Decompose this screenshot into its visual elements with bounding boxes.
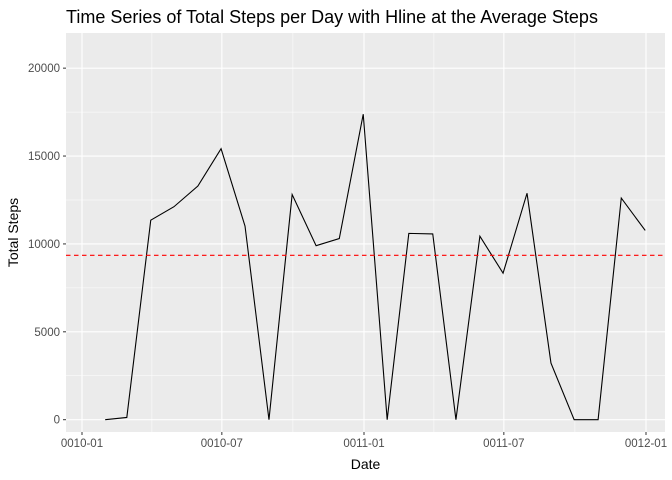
x-tick-label: 0010-01 <box>61 438 103 450</box>
steps-series-line <box>105 114 646 421</box>
x-tick-label: 0011-07 <box>483 438 524 450</box>
major-gridlines <box>66 33 665 432</box>
minor-gridlines <box>66 33 665 432</box>
x-axis: 0010-01 0010-07 0011-01 0011-07 0012-01 <box>61 432 667 450</box>
plot-panel <box>66 33 665 432</box>
x-tick-label: 0012-01 <box>625 438 667 450</box>
y-axis: 0 5000 10000 15000 20000 <box>28 63 66 427</box>
x-axis-title: Date <box>351 456 381 472</box>
y-tick-label: 15000 <box>28 151 60 163</box>
x-tick-label: 0010-07 <box>201 438 243 450</box>
y-tick-label: 10000 <box>28 239 60 251</box>
chart-title: Time Series of Total Steps per Day with … <box>66 7 598 27</box>
y-tick-label: 20000 <box>28 63 60 75</box>
y-tick-label: 5000 <box>34 327 60 339</box>
y-axis-title: Total Steps <box>5 198 21 267</box>
x-tick-label: 0011-01 <box>343 438 384 450</box>
y-tick-label: 0 <box>54 415 60 427</box>
